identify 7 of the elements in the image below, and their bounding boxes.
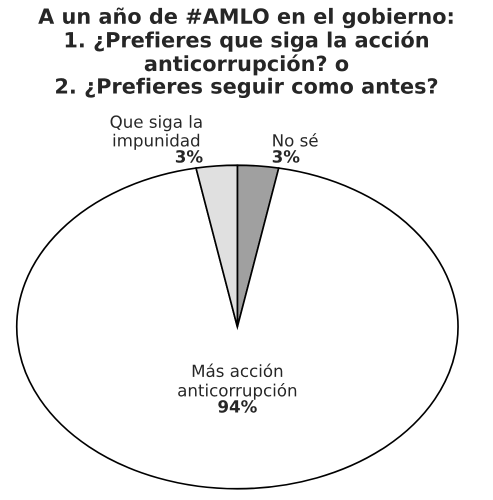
data-label: 3% [272, 150, 300, 163]
slice-label: Que siga la impunidad [110, 115, 202, 150]
data-label: 94% [218, 400, 257, 413]
slice-label: Más acción anticorrupción [178, 364, 296, 400]
data-label: 3% [176, 150, 203, 163]
slice-label: No sé [273, 133, 318, 147]
chart-title: A un año de #AMLO en el gobierno: 1. ¿Prefieres que siga la acción anticorrupción? o 2. ¿Prefieres seguir como antes? [38, 8, 453, 98]
